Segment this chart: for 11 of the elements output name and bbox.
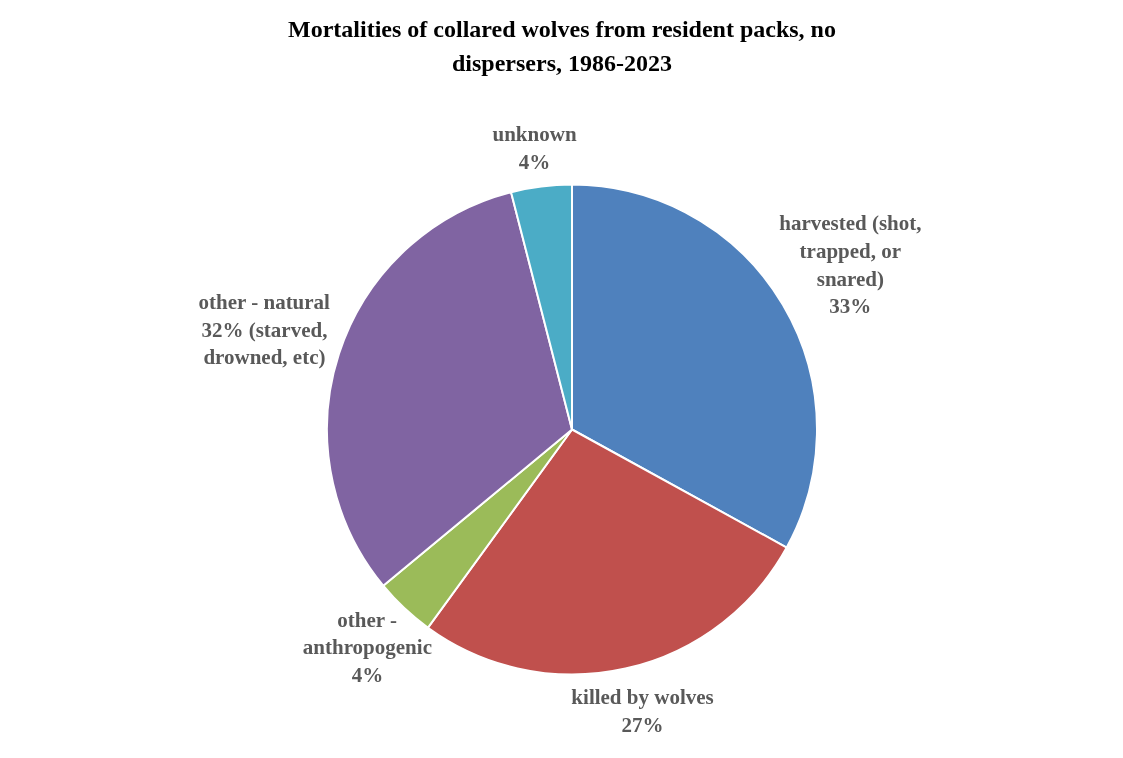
data-label: 4% (518, 149, 551, 174)
slice-label: killed by wolves (571, 685, 714, 710)
data-label: 4% (351, 662, 384, 687)
slice-label: other - anthropogenic (302, 607, 432, 660)
chart-title: Mortalities of collared wolves from resident packs, no dispersers, 1986-2023 (288, 15, 836, 76)
data-label: 27% (621, 713, 664, 738)
data-label: 33% (829, 294, 872, 319)
slice-label: harvested (shot, trapped, or snared) (779, 211, 922, 291)
slice-label: unknown (492, 121, 577, 146)
data-label: 32% (starved, drowned, etc) (201, 317, 328, 370)
slice-label: other - natural (198, 289, 331, 314)
